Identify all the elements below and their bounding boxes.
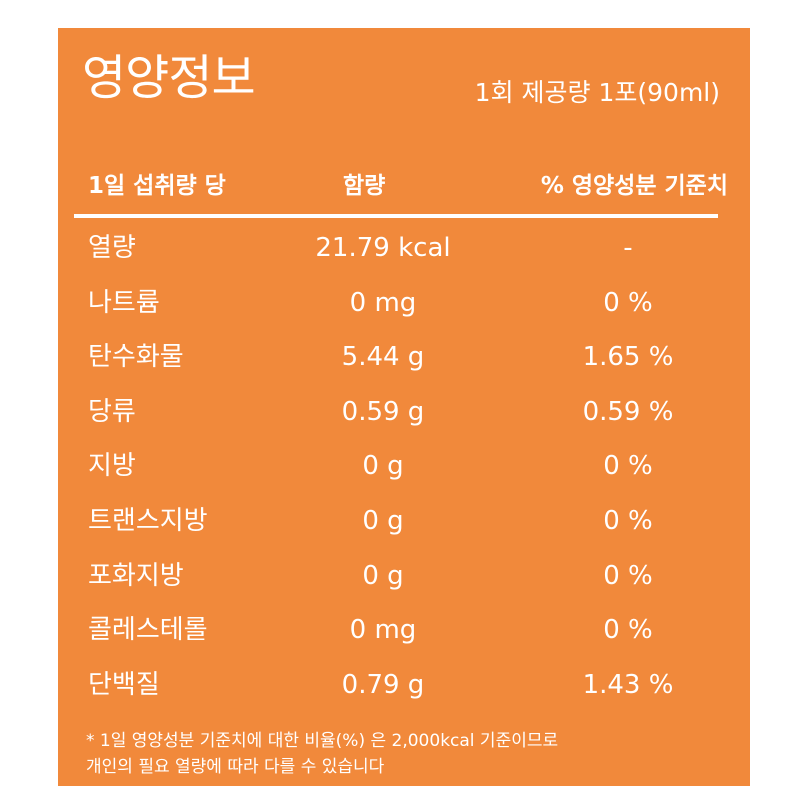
nutrition-facts-panel: 영양정보 1회 제공량 1포(90ml) 1일 섭취량 당 함량 % 영양성분 … (58, 28, 750, 786)
nutrient-daily-value: 1.43 % (582, 669, 674, 700)
nutrient-amount: 0 mg (349, 287, 417, 318)
table-row: 열량 21.79 kcal - (88, 226, 728, 281)
table-header: 1일 섭취량 당 함량 % 영양성분 기준치 (88, 168, 728, 204)
nutrient-daily-value: 0 % (603, 287, 653, 318)
nutrient-name: 트랜스지방 (88, 505, 208, 536)
table-row: 단백질 0.79 g 1.43 % (88, 663, 728, 718)
table-row: 당류 0.59 g 0.59 % (88, 390, 728, 445)
nutrient-amount: 0 g (362, 505, 404, 536)
nutrition-title: 영양정보 (82, 50, 256, 106)
nutrient-daily-value: - (623, 233, 633, 263)
table-row: 나트륨 0 mg 0 % (88, 281, 728, 336)
footnote-line: * 1일 영양성분 기준치에 대한 비율(%) 은 2,000kcal 기준이므… (86, 731, 559, 751)
header-daily-value: % 영양성분 기준치 (540, 173, 728, 199)
nutrient-name: 당류 (88, 396, 136, 427)
nutrient-daily-value: 1.65 % (582, 342, 674, 373)
serving-size: 1회 제공량 1포(90ml) (474, 78, 720, 107)
table-row: 지방 0 g 0 % (88, 444, 728, 499)
table-row: 트랜스지방 0 g 0 % (88, 499, 728, 554)
nutrient-daily-value: 0.59 % (582, 396, 674, 427)
footnote: * 1일 영양성분 기준치에 대한 비율(%) 은 2,000kcal 기준이므… (86, 728, 558, 780)
nutrient-amount: 0.59 g (341, 396, 425, 427)
nutrient-name: 탄수화물 (88, 342, 184, 373)
nutrient-amount: 0 mg (349, 615, 417, 646)
table-row: 포화지방 0 g 0 % (88, 554, 728, 609)
nutrient-amount: 21.79 kcal (315, 233, 451, 263)
nutrient-table: 열량 21.79 kcal - 나트륨 0 mg 0 % 탄수화물 5.44 g… (88, 226, 728, 717)
footnote-line: 개인의 필요 열량에 따라 다를 수 있습니다 (86, 757, 385, 777)
nutrient-daily-value: 0 % (603, 615, 653, 646)
nutrient-name: 열량 (88, 233, 136, 263)
nutrient-name: 콜레스테롤 (88, 615, 208, 646)
nutrient-amount: 0 g (362, 451, 404, 482)
nutrient-daily-value: 0 % (603, 505, 653, 536)
nutrient-name: 지방 (88, 451, 136, 482)
table-row: 콜레스테롤 0 mg 0 % (88, 608, 728, 663)
nutrient-name: 단백질 (88, 669, 160, 700)
nutrient-amount: 0.79 g (341, 669, 425, 700)
nutrient-daily-value: 0 % (603, 451, 653, 482)
nutrient-daily-value: 0 % (603, 560, 653, 591)
nutrient-amount: 0 g (362, 560, 404, 591)
nutrient-name: 포화지방 (88, 560, 184, 591)
nutrient-amount: 5.44 g (341, 342, 425, 373)
header-per-day: 1일 섭취량 당 (88, 173, 226, 199)
table-row: 탄수화물 5.44 g 1.65 % (88, 335, 728, 390)
nutrient-name: 나트륨 (88, 287, 160, 318)
header-divider (74, 214, 718, 218)
header-amount: 함량 (343, 173, 386, 199)
